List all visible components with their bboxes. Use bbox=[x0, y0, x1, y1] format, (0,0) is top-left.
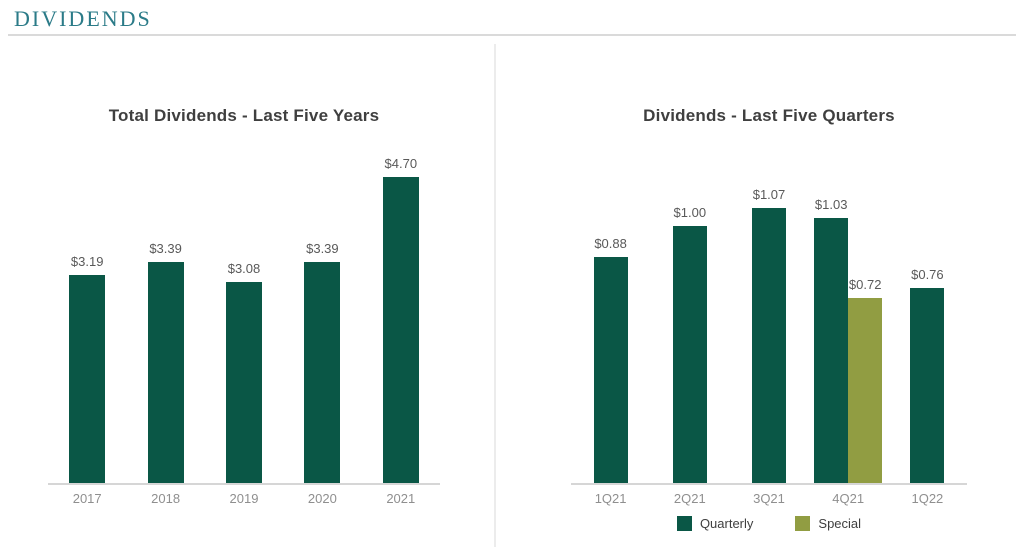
x-axis-tick-label: 4Q21 bbox=[832, 491, 865, 506]
legend-item-quarterly: Quarterly bbox=[676, 516, 754, 531]
chart-dividends-last-five-quarters: Dividends - Last Five Quarters 1Q21 $0.88 2… bbox=[494, 44, 1024, 547]
chart-title: Dividends - Last Five Quarters bbox=[643, 106, 895, 125]
header-divider-line bbox=[8, 34, 1016, 36]
bar-quarterly-1Q21 bbox=[593, 257, 628, 483]
x-axis-tick-label: 2Q21 bbox=[673, 491, 706, 506]
bar-special-4Q21 bbox=[848, 298, 883, 483]
x-axis-tick-label: 1Q21 bbox=[594, 491, 627, 506]
x-axis-tick-label: 1Q22 bbox=[911, 491, 944, 506]
legend-swatch-special bbox=[795, 516, 811, 531]
chart-legend: Quarterly Special bbox=[571, 516, 967, 531]
legend-item-special: Special bbox=[795, 516, 861, 531]
bar-total-2019 bbox=[226, 282, 262, 483]
bar-total-2021 bbox=[382, 177, 419, 483]
bar-value-label: $3.39 bbox=[149, 241, 182, 256]
chart-title: Total Dividends - Last Five Years bbox=[108, 106, 380, 125]
x-axis-tick-label: 3Q21 bbox=[753, 491, 785, 506]
bar-value-label: $3.39 bbox=[306, 241, 339, 256]
bar-quarterly-1Q22 bbox=[910, 288, 945, 483]
page-title: DIVIDENDS bbox=[14, 6, 152, 31]
chart-total-dividends-last-five-years: Total Dividends - Last Five Years 2017 $3.… bbox=[0, 44, 494, 547]
bar-quarterly-4Q21 bbox=[814, 218, 849, 483]
legend-label: Quarterly bbox=[699, 516, 754, 531]
bar-value-label: $4.70 bbox=[384, 156, 418, 171]
bar-quarterly-3Q21 bbox=[752, 208, 786, 483]
bar-total-2017 bbox=[69, 275, 106, 483]
legend-swatch-quarterly bbox=[676, 516, 692, 531]
x-axis-tick-label: 2019 bbox=[229, 491, 259, 506]
charts-vertical-divider bbox=[494, 44, 496, 547]
x-axis-tick-label: 2020 bbox=[307, 491, 337, 506]
bar-value-label: $3.19 bbox=[70, 254, 104, 269]
x-axis-tick-label: 2021 bbox=[386, 491, 416, 506]
x-axis-tick-label: 2018 bbox=[151, 491, 181, 506]
legend-label: Special bbox=[818, 516, 862, 531]
x-axis-tick-label: 2017 bbox=[72, 491, 102, 506]
bar-value-label: $1.07 bbox=[752, 187, 786, 202]
bar-value-label: $3.08 bbox=[227, 261, 261, 276]
bar-value-label: $0.88 bbox=[594, 236, 627, 251]
x-axis-line bbox=[571, 483, 967, 485]
bar-value-label: $0.76 bbox=[911, 267, 944, 282]
x-axis-line bbox=[48, 483, 440, 485]
bar-total-2020 bbox=[304, 262, 341, 483]
bar-value-label: $1.03 bbox=[814, 197, 848, 212]
bar-value-label: $0.72 bbox=[848, 277, 882, 292]
bar-quarterly-2Q21 bbox=[672, 226, 707, 483]
bar-value-label: $1.00 bbox=[673, 205, 707, 220]
bar-total-2018 bbox=[147, 262, 184, 483]
